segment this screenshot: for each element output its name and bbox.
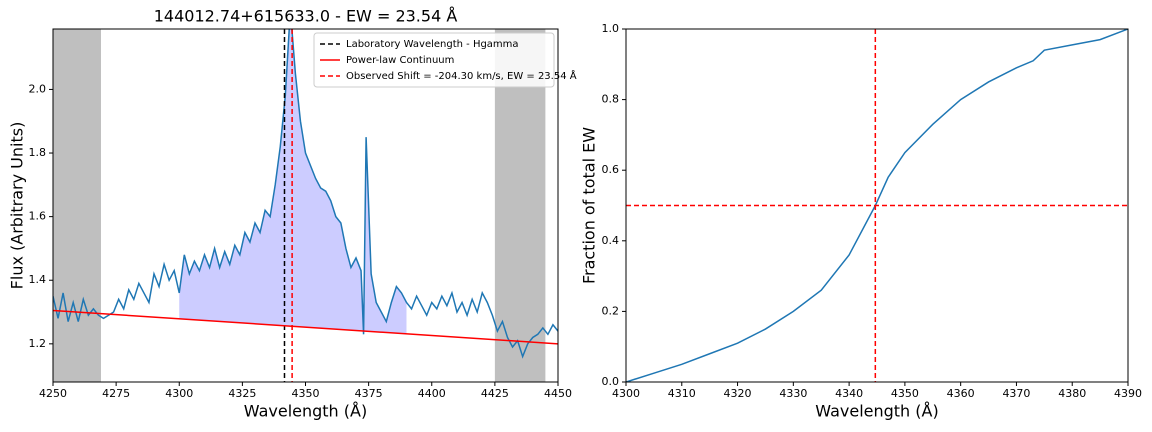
chart-title: 144012.74+615633.0 - EW = 23.54 Å: [154, 7, 458, 26]
x-tick-label: 4390: [1114, 387, 1142, 400]
panel: 4250 4275 4300 4325 4350 4375 4400 4425 4450 1.2 1…: [8, 7, 577, 421]
legend-label: Observed Shift = -204.30 km/s, EW = 23.5…: [346, 69, 577, 82]
y-tick-label: 1.6: [29, 210, 47, 223]
y-axis-label: Flux (Arbitrary Units): [8, 122, 27, 290]
x-tick-label: 4450: [544, 387, 572, 400]
axes-frame: [625, 28, 1129, 383]
x-tick-label: 4375: [355, 387, 383, 400]
y-tick-label: 0.8: [602, 93, 620, 106]
panel: 4300 4310 4320 4330 4340 4350 4360 4370 4380 4390…: [580, 22, 1143, 421]
x-tick-label: 4400: [418, 387, 446, 400]
x-tick-label: 4330: [779, 387, 807, 400]
x-tick-label: 4300: [165, 387, 193, 400]
y-tick-label: 1.8: [29, 146, 47, 159]
x-tick-label: 4325: [228, 387, 256, 400]
continuum-line: [53, 309, 558, 345]
data-line: [53, 29, 558, 359]
y-axis-label: Fraction of total EW: [580, 127, 599, 284]
x-tick-label: 4350: [891, 387, 919, 400]
legend-box: [313, 32, 555, 88]
x-tick-label: 4425: [481, 387, 509, 400]
legend-label: Laboratory Wavelength - Hgamma: [346, 39, 519, 50]
x-tick-label: 4300: [612, 387, 640, 400]
excluded-region: [53, 29, 101, 382]
legend: Laboratory Wavelength - Hgamma Power-law …: [313, 32, 577, 88]
x-tick-label: 4250: [39, 387, 67, 400]
x-tick-label: 4340: [835, 387, 863, 400]
y-tick-label: 0.4: [602, 234, 620, 247]
plot-area: [53, 29, 558, 382]
y-tick-label: 2.0: [29, 82, 47, 95]
y-tick-label: 1.2: [29, 337, 47, 350]
x-tick-label: 4370: [1002, 387, 1030, 400]
ew-fill: [179, 29, 407, 335]
x-tick-label: 4310: [668, 387, 696, 400]
data-line: [626, 29, 1128, 382]
y-tick-label: 0.2: [602, 304, 620, 317]
legend-label: Power-law Continuum: [346, 55, 454, 66]
x-tick-label: 4320: [724, 387, 752, 400]
plot-area: [626, 29, 1128, 382]
y-tick-label: 0.6: [602, 163, 620, 176]
x-tick-label: 4380: [1058, 387, 1086, 400]
x-tick-label: 4360: [947, 387, 975, 400]
y-tick-label: 1.4: [29, 273, 47, 286]
x-axis-label: Wavelength (Å): [244, 402, 367, 421]
x-tick-label: 4350: [292, 387, 320, 400]
y-tick-label: 1.0: [602, 22, 620, 35]
x-axis-label: Wavelength (Å): [815, 402, 938, 421]
y-tick-label: 0.0: [602, 375, 620, 388]
x-tick-label: 4275: [102, 387, 130, 400]
